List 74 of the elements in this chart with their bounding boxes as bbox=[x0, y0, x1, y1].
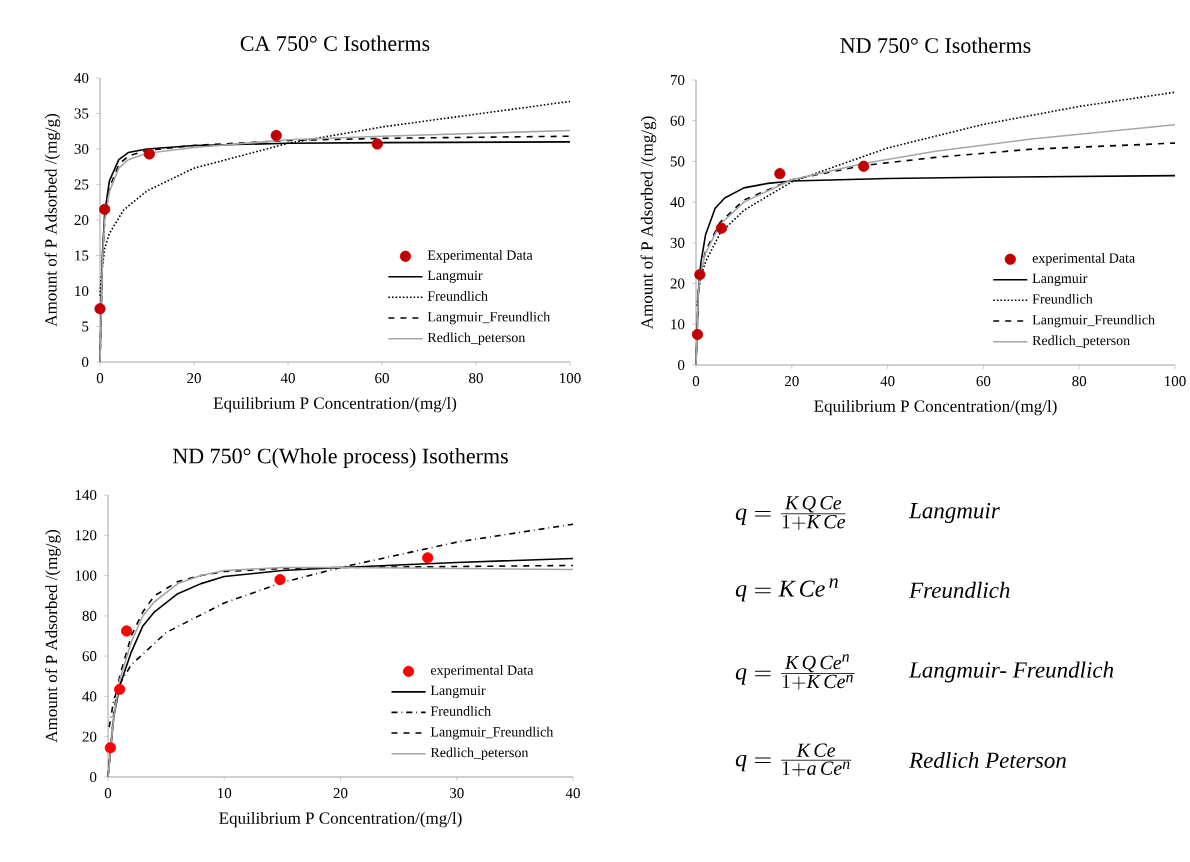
x-tick-label: 0 bbox=[692, 376, 700, 387]
text: Langmuir- Freundlich bbox=[908, 661, 1114, 683]
x-tick-label: 20 bbox=[333, 788, 348, 799]
y-axis-title: Amount of P Adsorbed /(mg/g) bbox=[640, 116, 657, 330]
x-tick-label: 30 bbox=[449, 788, 464, 799]
legend-label: Redlich_peterson bbox=[1032, 335, 1130, 349]
legend-label: Redlich_peterson bbox=[427, 332, 526, 346]
x-tick-label: 0 bbox=[96, 373, 104, 384]
y-tick-label: 140 bbox=[75, 489, 97, 501]
y-tick-label: 40 bbox=[670, 197, 685, 208]
chart-title: ND 750° C(Whole process) Isotherms bbox=[172, 447, 508, 468]
y-tick-label: 60 bbox=[82, 651, 97, 662]
text: $q = K\,Ce^{\,n}$ bbox=[735, 578, 838, 602]
legend-label: Langmuir bbox=[430, 685, 486, 698]
y-tick-label: 20 bbox=[670, 278, 685, 289]
y-tick-label: 100 bbox=[75, 570, 97, 581]
text: Langmuir bbox=[908, 502, 1000, 524]
y-tick-label: 80 bbox=[82, 610, 97, 621]
y-tick-label: 30 bbox=[670, 237, 685, 248]
y-tick-label: 20 bbox=[74, 214, 89, 226]
y-tick-label: 70 bbox=[670, 74, 685, 86]
text: Freundlich bbox=[908, 581, 1010, 599]
y-tick-label: 50 bbox=[670, 156, 685, 167]
chart-title: CA 750° C Isotherms bbox=[240, 35, 430, 51]
x-axis-title: Equilibrium P Concentration/(mg/l) bbox=[213, 396, 457, 413]
legend-label: Langmuir bbox=[1032, 273, 1088, 286]
x-axis-title: Equilibrium P Concentration/(mg/l) bbox=[814, 399, 1057, 416]
x-tick-label: 60 bbox=[976, 376, 991, 387]
x-tick-label: 80 bbox=[1072, 376, 1087, 387]
legend-label: experimental Data bbox=[430, 665, 534, 678]
legend-label: Freundlich bbox=[427, 290, 488, 301]
legend-label: experimental Data bbox=[1032, 252, 1135, 266]
x-tick-label: 80 bbox=[469, 373, 483, 384]
legend-label: Langmuir bbox=[427, 270, 483, 283]
y-tick-label: 5 bbox=[82, 321, 89, 332]
legend-label: Experimental Data bbox=[427, 249, 533, 263]
y-tick-label: 10 bbox=[75, 285, 89, 297]
text: $q = \frac{K\,Ce}{1+a\,Ce^{n}}$ bbox=[735, 743, 852, 777]
legend-label: Freundlich bbox=[430, 706, 491, 716]
x-tick-label: 40 bbox=[880, 376, 895, 387]
y-tick-label: 10 bbox=[671, 319, 685, 330]
y-axis-title: Amount of P Adsorbed /(mg/g) bbox=[45, 530, 61, 743]
x-tick-label: 40 bbox=[565, 788, 580, 799]
x-tick-label: 20 bbox=[187, 373, 201, 384]
y-tick-label: 20 bbox=[82, 731, 97, 742]
chart-title: ND 750° C Isotherms bbox=[840, 37, 1031, 53]
y-tick-label: 60 bbox=[670, 115, 685, 126]
y-tick-label: 30 bbox=[74, 143, 89, 155]
x-axis-title: Equilibrium P Concentration/(mg/l) bbox=[219, 811, 462, 828]
x-tick-label: 40 bbox=[280, 373, 295, 384]
y-tick-label: 35 bbox=[74, 108, 89, 119]
y-tick-label: 120 bbox=[75, 530, 97, 541]
y-axis-title: Amount of P Adsorbed /(mg/g) bbox=[44, 114, 61, 327]
legend-label: Langmuir_Freundlich bbox=[427, 311, 551, 325]
y-tick-label: 15 bbox=[75, 250, 89, 261]
y-tick-label: 0 bbox=[90, 771, 97, 783]
text: $q = \frac{K\,Q\,Ce}{1+K\,Ce}$ bbox=[735, 496, 846, 530]
x-tick-label: 100 bbox=[1165, 376, 1186, 387]
legend-label: Redlich_peterson bbox=[430, 747, 529, 761]
x-tick-label: 20 bbox=[784, 376, 799, 387]
legend-label: Langmuir_Freundlich bbox=[1032, 314, 1155, 328]
y-tick-label: 0 bbox=[678, 359, 685, 371]
legend-label: Freundlich bbox=[1032, 293, 1093, 304]
y-tick-label: 40 bbox=[74, 72, 89, 84]
x-tick-label: 0 bbox=[104, 788, 112, 799]
legend-label: Langmuir_Freundlich bbox=[430, 726, 554, 740]
y-tick-label: 0 bbox=[82, 356, 89, 368]
x-tick-label: 100 bbox=[560, 373, 581, 384]
y-tick-label: 25 bbox=[74, 179, 89, 190]
y-tick-label: 40 bbox=[82, 691, 97, 702]
text: Redlich Peterson bbox=[908, 751, 1066, 769]
text: $q = \frac{K\,Q\,Ce^{n}}{1+K\,Ce^{n}}$ bbox=[735, 654, 855, 690]
x-tick-label: 60 bbox=[375, 373, 389, 384]
x-tick-label: 10 bbox=[218, 788, 232, 799]
